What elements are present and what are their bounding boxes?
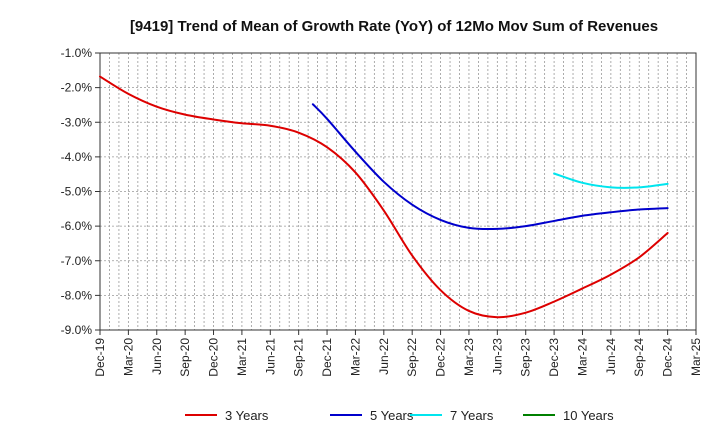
x-tick-label: Jun-22 [377, 338, 391, 375]
legend-label: 5 Years [370, 408, 414, 423]
x-tick-label: Dec-22 [434, 338, 448, 377]
x-tick-label: Dec-21 [320, 338, 334, 377]
y-tick-label: -5.0% [61, 185, 93, 199]
legend-label: 10 Years [563, 408, 614, 423]
x-tick-label: Jun-23 [490, 338, 504, 375]
x-tick-label: Dec-20 [207, 338, 221, 377]
x-tick-label: Sep-22 [405, 338, 419, 377]
legend-label: 7 Years [450, 408, 494, 423]
x-tick-label: Dec-23 [547, 338, 561, 377]
x-axis: Dec-19 Mar-20 Jun-20 Sep-20 Dec-20 Mar-21 Jun-… [93, 330, 703, 377]
x-tick-label: Sep-24 [632, 338, 646, 377]
x-tick-label: Jun-21 [263, 338, 277, 375]
y-tick-label: -1.0% [61, 46, 93, 60]
x-tick-label: Mar-22 [348, 338, 362, 376]
x-tick-label: Mar-24 [575, 338, 589, 376]
y-tick-label: -8.0% [61, 288, 93, 302]
x-tick-label: Mar-20 [121, 338, 135, 376]
y-tick-label: -7.0% [61, 254, 93, 268]
y-tick-label: -2.0% [61, 81, 93, 95]
y-tick-label: -6.0% [61, 219, 93, 233]
series-line-5-years [311, 103, 669, 231]
x-tick-label: Mar-25 [689, 338, 703, 376]
x-tick-label: Mar-23 [462, 338, 476, 376]
legend-label: 3 Years [225, 408, 269, 423]
legend: 3 Years 5 Years 7 Years 10 Years [185, 408, 614, 423]
y-axis: -1.0% -2.0% -3.0% -4.0% -5.0% -6.0% -7.0% -8.0%… [61, 46, 100, 337]
x-tick-label: Jun-24 [604, 338, 618, 375]
chart-title: [9419] Trend of Mean of Growth Rate (YoY… [130, 18, 658, 35]
x-tick-label: Mar-21 [235, 338, 249, 376]
x-tick-label: Sep-23 [519, 338, 533, 377]
x-tick-label: Jun-20 [150, 338, 164, 375]
series-lines [99, 75, 669, 319]
series-line-3-years [99, 75, 669, 319]
y-tick-label: -9.0% [61, 323, 93, 337]
x-tick-label: Dec-24 [661, 338, 675, 377]
x-tick-label: Sep-21 [292, 338, 306, 377]
series-line-7-years [553, 172, 669, 189]
y-tick-label: -3.0% [61, 115, 93, 129]
x-tick-label: Dec-19 [93, 338, 107, 377]
y-tick-label: -4.0% [61, 150, 93, 164]
x-tick-label: Sep-20 [178, 338, 192, 377]
grid-lines [100, 53, 696, 330]
